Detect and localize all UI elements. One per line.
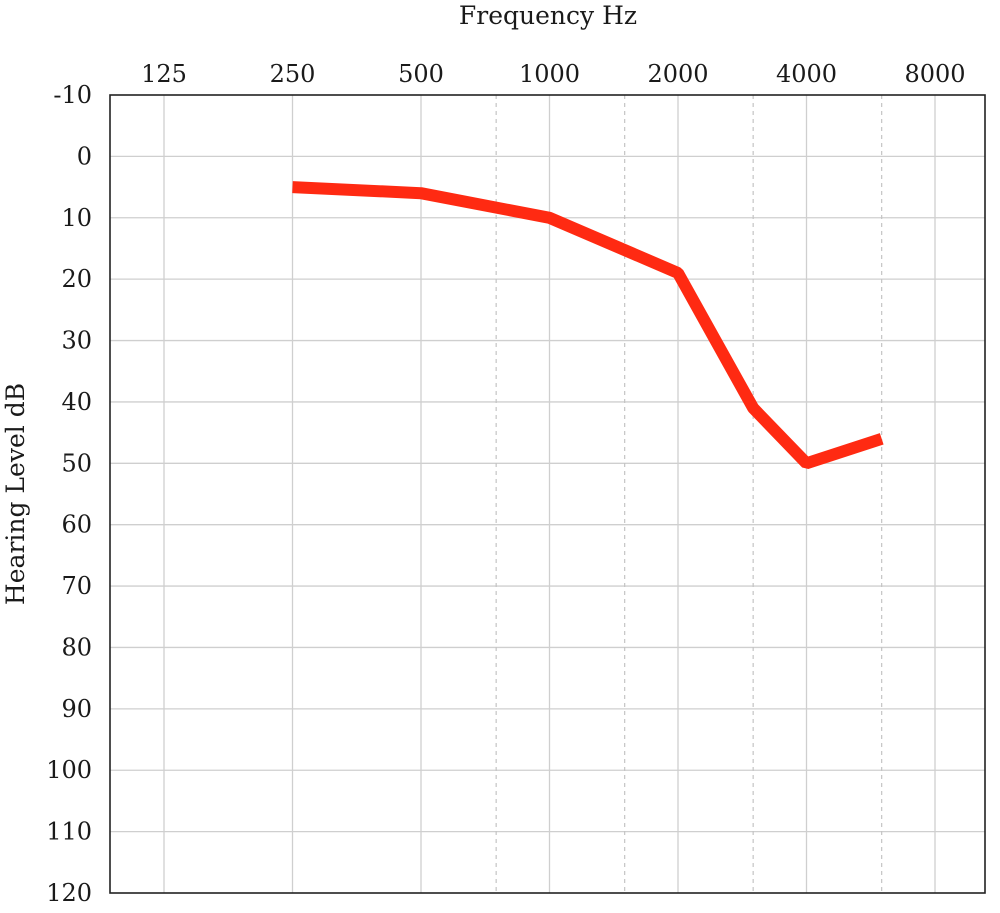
series-layer xyxy=(292,181,884,470)
y-tick-label: 40 xyxy=(61,388,92,416)
x-tick-labels: 125 250 500 1000 2000 4000 8000 xyxy=(141,60,965,88)
x-tick-label: 4000 xyxy=(776,60,837,88)
y-tick-label: 20 xyxy=(61,265,92,293)
plot-border xyxy=(109,94,986,894)
y-tick-label: 120 xyxy=(46,879,92,907)
y-tick-label: 100 xyxy=(46,756,92,784)
x-tick-label: 250 xyxy=(270,60,316,88)
y-tick-label: 30 xyxy=(61,327,92,355)
y-tick-label: 70 xyxy=(61,572,92,600)
y-tick-label: 110 xyxy=(46,818,92,846)
grid-layer xyxy=(110,95,985,893)
x-tick-label: 1000 xyxy=(519,60,580,88)
y-tick-label: -10 xyxy=(53,81,92,109)
y-tick-label: 50 xyxy=(61,449,92,477)
plot-frame xyxy=(109,94,986,894)
y-axis-title: Hearing Level dB xyxy=(1,383,30,605)
x-tick-label: 500 xyxy=(398,60,444,88)
y-tick-labels: -10 0 10 20 30 40 50 60 70 80 90 100 110 120 xyxy=(46,81,92,907)
x-axis-title: Frequency Hz xyxy=(459,1,637,30)
y-tick-label: 60 xyxy=(61,511,92,539)
y-tick-label: 80 xyxy=(61,633,92,661)
x-tick-label: 125 xyxy=(141,60,187,88)
y-tick-label: 10 xyxy=(61,204,92,232)
hearing-threshold-line xyxy=(292,181,884,470)
y-tick-label: 90 xyxy=(61,695,92,723)
x-tick-label: 8000 xyxy=(904,60,965,88)
y-tick-label: 0 xyxy=(77,142,92,170)
x-tick-label: 2000 xyxy=(647,60,708,88)
